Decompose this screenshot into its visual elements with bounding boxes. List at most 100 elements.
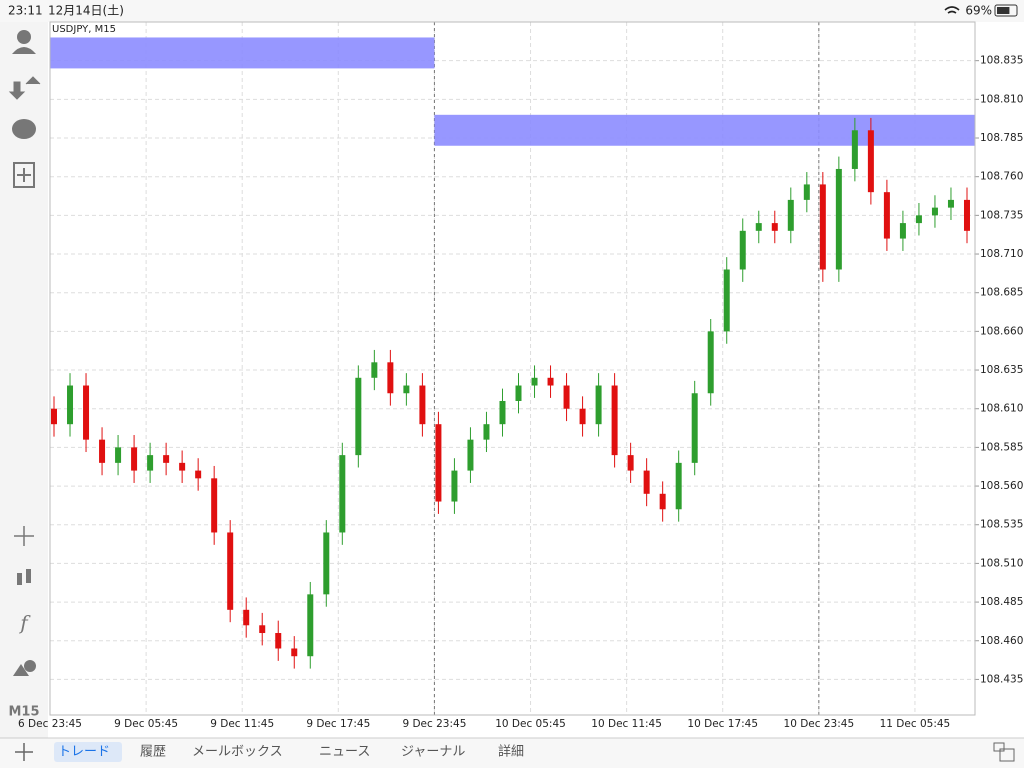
candle-body: [515, 385, 522, 401]
candle-body: [99, 439, 106, 463]
battery-level: [997, 7, 1010, 14]
wifi-icon: [944, 6, 960, 14]
candle-body: [643, 470, 650, 494]
price-zone[interactable]: [50, 37, 435, 69]
candle-body: [595, 385, 602, 425]
tab-bar: [0, 738, 1024, 768]
candle-body: [899, 223, 906, 239]
candle-body: [307, 594, 314, 657]
new-doc-icon[interactable]: [13, 162, 35, 188]
candle-body: [883, 192, 890, 239]
x-tick-label: 11 Dec 05:45: [880, 718, 951, 730]
timeframe-button[interactable]: M15: [8, 705, 39, 720]
candle-body: [659, 493, 666, 510]
candle-body: [355, 377, 362, 456]
candle-body: [611, 385, 618, 456]
y-tick-label: 108.760: [980, 171, 1023, 183]
candle-body: [371, 362, 378, 378]
tab[interactable]: メールボックス: [192, 745, 283, 760]
candle-body: [195, 470, 202, 479]
y-tick-label: 108.835: [980, 55, 1023, 67]
candle-body: [675, 462, 682, 510]
candle-body: [531, 377, 538, 386]
x-tick-label: 9 Dec 05:45: [114, 718, 178, 730]
y-tick-label: 108.510: [980, 557, 1023, 569]
x-tick-label: 9 Dec 17:45: [306, 718, 370, 730]
chat-icon[interactable]: [12, 119, 36, 139]
candle-body: [83, 385, 90, 440]
candle-body: [323, 532, 330, 595]
price-zone[interactable]: [434, 114, 975, 146]
candle-body: [115, 447, 122, 463]
y-tick-label: 108.435: [980, 673, 1023, 685]
tab[interactable]: 履歴: [140, 745, 166, 760]
candle-body: [835, 168, 842, 270]
tabs: トレード 履歴 メールボックス ニュース ジャーナル 詳細: [54, 742, 524, 762]
tab[interactable]: ニュース: [319, 745, 370, 760]
chart-title: USDJPY, M15: [52, 24, 116, 35]
candle-body: [867, 130, 874, 193]
candle-body: [963, 199, 970, 231]
candle-body: [931, 207, 938, 216]
candle-body: [179, 462, 186, 471]
chart: [49, 22, 979, 715]
x-tick-label: 9 Dec 23:45: [402, 718, 466, 730]
candle-body: [579, 408, 586, 425]
y-tick-label: 108.660: [980, 325, 1023, 337]
battery-label: 69%: [965, 4, 992, 18]
candle-body: [147, 455, 154, 471]
candle-body: [467, 439, 474, 471]
objects-icon[interactable]: [13, 664, 29, 676]
account-icon-body: [12, 47, 36, 54]
sidebar: [0, 22, 48, 738]
status-time: 23:11: [8, 4, 43, 18]
x-tick-label: 9 Dec 11:45: [210, 718, 274, 730]
x-tick-label: 6 Dec 23:45: [18, 718, 82, 730]
objects-icon-circle: [24, 660, 36, 672]
candle-body: [435, 424, 442, 502]
tab[interactable]: トレード: [58, 745, 110, 760]
candle-body: [227, 532, 234, 610]
crosshair-icon[interactable]: [14, 526, 34, 546]
candle-body: [403, 385, 410, 394]
layout-button-2: [999, 748, 1015, 762]
y-tick-label: 108.710: [980, 248, 1023, 260]
y-tick-label: 108.485: [980, 596, 1023, 608]
candle-body: [691, 393, 698, 463]
y-tick-label: 108.785: [980, 132, 1023, 144]
add-button[interactable]: [15, 743, 33, 761]
x-tick-label: 10 Dec 11:45: [591, 718, 662, 730]
status-bar: [0, 0, 1024, 22]
new-doc-plus: [17, 168, 31, 182]
y-tick-label: 108.560: [980, 480, 1023, 492]
candle-body: [275, 633, 282, 649]
y-tick-label: 108.635: [980, 364, 1023, 376]
trade-icon[interactable]: [8, 76, 41, 100]
tab[interactable]: 詳細: [498, 744, 524, 760]
x-tick-label: 10 Dec 23:45: [784, 718, 855, 730]
candle-body: [707, 331, 714, 394]
candle-body: [627, 455, 634, 471]
candle-body: [51, 408, 57, 425]
y-tick-label: 108.810: [980, 93, 1023, 105]
candle-body: [947, 199, 954, 208]
candle-body: [547, 377, 554, 386]
candle-body: [739, 230, 746, 270]
candle-body: [291, 648, 298, 657]
candle-body: [787, 199, 794, 231]
candle-body: [67, 385, 74, 425]
candle-body: [243, 609, 250, 626]
candle-body: [563, 385, 570, 409]
candle-body: [419, 385, 426, 425]
candle-icon[interactable]: [17, 573, 22, 585]
tab[interactable]: ジャーナル: [401, 745, 465, 760]
y-tick-label: 108.460: [980, 635, 1023, 647]
layout-button[interactable]: [993, 742, 1005, 752]
candle-icon-2: [26, 569, 31, 583]
candle-body: [755, 223, 762, 231]
account-icon[interactable]: [17, 30, 31, 44]
candle-body: [803, 184, 810, 200]
y-tick-label: 108.610: [980, 403, 1023, 415]
plot-frame: [49, 21, 976, 716]
